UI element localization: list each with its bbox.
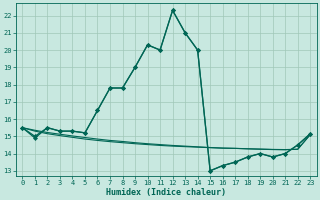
X-axis label: Humidex (Indice chaleur): Humidex (Indice chaleur)	[106, 188, 226, 197]
